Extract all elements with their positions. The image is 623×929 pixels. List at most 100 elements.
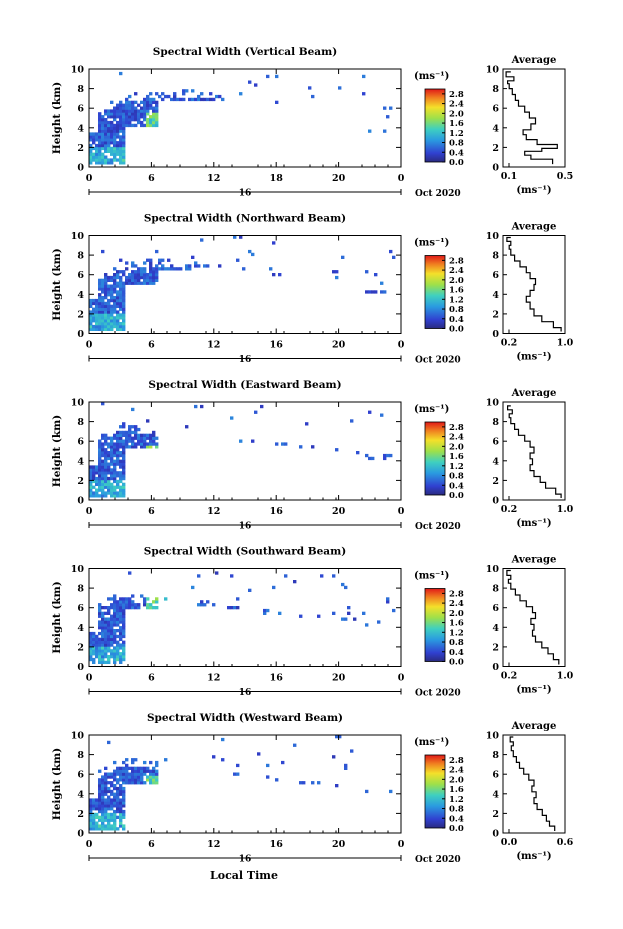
x-tick-label: 0 xyxy=(86,673,93,684)
y-tick-label: 2 xyxy=(77,143,84,154)
avg-x-label: (ms⁻¹) xyxy=(516,185,551,196)
heatmap-cell xyxy=(173,92,177,96)
heatmap-cell xyxy=(140,120,144,125)
y-tick-label: 10 xyxy=(71,564,85,575)
heatmap-cell xyxy=(116,129,120,133)
heatmap-cell xyxy=(122,775,126,779)
heatmap-cell xyxy=(113,485,117,489)
heatmap-cell xyxy=(101,804,105,808)
heatmap-cell xyxy=(104,623,108,627)
heatmap-cell xyxy=(113,611,117,615)
heatmap-cell xyxy=(107,138,111,142)
heatmap-cell xyxy=(92,301,96,306)
heatmap-cell xyxy=(122,474,126,478)
heatmap-cell xyxy=(92,155,96,159)
heatmap-cell xyxy=(341,582,345,587)
y-tick-label: 2 xyxy=(77,309,84,320)
heatmap-cell xyxy=(344,763,348,768)
heatmap-cell xyxy=(98,807,102,811)
heatmap-cell xyxy=(131,430,135,435)
heatmap-cell xyxy=(101,129,105,133)
heatmap-cell xyxy=(95,798,99,802)
heatmap-cell xyxy=(107,637,111,641)
heatmap-cell xyxy=(104,129,108,133)
heatmap-cell xyxy=(125,103,129,107)
heatmap-cell xyxy=(107,445,111,449)
heatmap-cell xyxy=(215,571,219,575)
heatmap-cell xyxy=(116,474,120,478)
avg-x-tick-label: 0.6 xyxy=(557,837,574,848)
heatmap-cell xyxy=(110,158,114,162)
heatmap-cell xyxy=(338,86,342,90)
heatmap-cell xyxy=(149,278,153,282)
heatmap-cell xyxy=(236,258,240,262)
heatmap-cell xyxy=(110,626,114,630)
heatmap-cell xyxy=(113,772,117,776)
heatmap-cell xyxy=(98,123,102,128)
heatmap-cell xyxy=(110,462,114,466)
heatmap-cell xyxy=(95,319,99,323)
heatmap-cell xyxy=(389,789,393,794)
heatmap-cell xyxy=(155,600,159,604)
heatmap-cell xyxy=(110,488,114,492)
heatmap-cell xyxy=(119,626,123,630)
heatmap-cell xyxy=(380,413,384,417)
y-axis-label: Height (km) xyxy=(51,415,63,487)
heatmap-cell xyxy=(104,442,108,446)
heatmap-cell xyxy=(101,827,105,831)
heatmap-cell xyxy=(101,141,105,145)
heatmap-cell xyxy=(98,316,102,320)
heatmap-cell xyxy=(350,749,354,753)
heatmap-cell xyxy=(113,267,117,271)
y-tick-label: 8 xyxy=(77,84,84,95)
heatmap-cell xyxy=(116,634,120,639)
heatmap-cell xyxy=(101,781,105,785)
heatmap-cell xyxy=(137,433,141,437)
heatmap-cell xyxy=(122,106,126,110)
y-tick-label: 8 xyxy=(77,584,84,595)
heatmap-cell xyxy=(101,146,105,151)
heatmap-cell xyxy=(179,97,183,102)
heatmap-cell xyxy=(194,261,198,265)
heatmap-cell xyxy=(101,815,105,819)
heatmap-cell xyxy=(89,804,93,808)
heatmap-cell xyxy=(125,433,129,437)
heatmap-cell xyxy=(110,442,114,446)
heatmap-cell xyxy=(92,313,96,317)
heatmap-cell xyxy=(122,786,126,791)
heatmap-cell xyxy=(122,456,126,461)
heatmap-cell xyxy=(122,827,126,831)
heatmap-cell xyxy=(131,264,135,268)
heatmap-cell xyxy=(119,778,123,782)
heatmap-cell xyxy=(131,112,135,116)
heatmap-cell xyxy=(212,603,216,607)
heatmap-cell xyxy=(101,778,105,782)
heatmap-cell xyxy=(110,327,114,331)
heatmap-cell xyxy=(113,660,117,664)
heatmap-cell xyxy=(374,273,378,277)
heatmap-cell xyxy=(203,97,207,102)
heatmap-cell xyxy=(98,126,102,130)
heatmap-cell xyxy=(113,129,117,133)
heatmap-cell xyxy=(89,646,93,650)
heatmap-cell xyxy=(161,267,165,271)
heatmap-cell xyxy=(368,456,372,461)
heatmap-cell xyxy=(122,324,126,329)
day-label: 16 xyxy=(239,855,252,865)
heatmap-cell xyxy=(110,459,114,463)
heatmap-cell xyxy=(101,287,105,291)
heatmap-cell xyxy=(95,161,99,165)
heatmap-cell xyxy=(98,324,102,329)
heatmap-cell xyxy=(119,284,123,288)
heatmap-cell xyxy=(269,267,273,271)
heatmap-cell xyxy=(113,126,117,130)
heatmap-cell xyxy=(122,804,126,808)
heatmap-cell xyxy=(113,474,117,478)
heatmap-cell xyxy=(95,479,99,484)
heatmap-cell xyxy=(239,235,243,239)
heatmap-cell xyxy=(140,115,144,119)
heatmap-cell xyxy=(101,809,105,814)
heatmap-cell xyxy=(110,815,114,819)
heatmap-cell xyxy=(95,301,99,306)
colorbar xyxy=(424,754,446,829)
